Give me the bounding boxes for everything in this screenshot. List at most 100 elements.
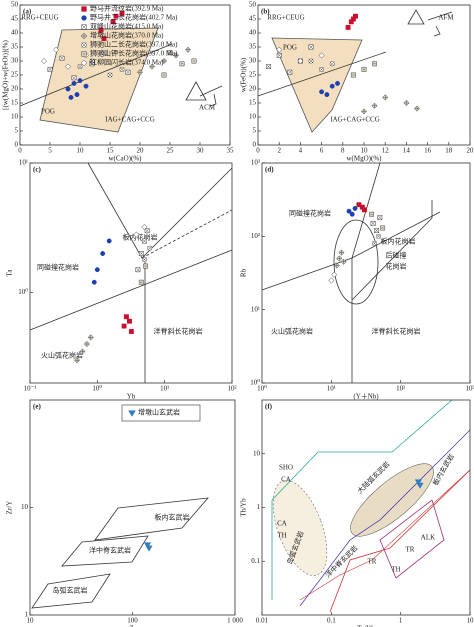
legend-marker — [128, 410, 136, 417]
x-tick-label: 0 — [256, 147, 260, 155]
y-tick-label: 10⁰ — [250, 379, 260, 387]
data-point — [141, 256, 147, 262]
y-axis-label: Rb — [240, 268, 248, 277]
data-point — [143, 542, 152, 549]
field-label: 板内花岗岩 — [381, 237, 416, 246]
field-label: POG — [283, 44, 297, 52]
field-label: 板内玄武岩 — [431, 452, 456, 487]
y-tick-label: 15 — [249, 99, 257, 107]
data-point — [319, 66, 325, 72]
data-point — [138, 279, 144, 285]
data-point — [297, 57, 304, 65]
data-point — [380, 225, 386, 231]
panel-label: (f) — [265, 403, 273, 411]
field-label: IAG+CAG+CCG — [330, 116, 380, 124]
y-tick-label: 30 — [249, 57, 257, 65]
data-point — [266, 64, 272, 70]
data-point — [356, 202, 362, 208]
data-point — [59, 55, 65, 61]
data-point — [376, 233, 382, 239]
field-label: 岛弧玄武岩 — [53, 586, 88, 595]
x-tick-label: 18 — [445, 147, 453, 155]
data-point — [361, 66, 367, 72]
data-point — [107, 72, 113, 78]
y-tick-label: 0.1 — [251, 557, 260, 565]
y-tick-label: 45 — [11, 15, 19, 23]
data-point — [125, 69, 131, 75]
data-point — [360, 108, 368, 115]
data-point — [338, 249, 345, 256]
y-tick-label: 10¹ — [251, 305, 260, 313]
data-point — [329, 61, 335, 67]
y-tick-label: 5 — [15, 127, 19, 135]
y-tick-label: 50 — [11, 1, 19, 9]
data-point — [89, 58, 95, 64]
y-axis-label: Ta — [6, 269, 14, 277]
data-point — [123, 314, 129, 320]
field-label: IAG+CAG+CCG — [105, 116, 155, 124]
x-tick-label: 10¹ — [327, 385, 336, 393]
data-point — [135, 267, 141, 273]
data-point — [179, 61, 185, 67]
field-label: TH — [391, 566, 400, 574]
data-point — [101, 50, 107, 56]
data-point — [145, 545, 153, 552]
data-point — [336, 255, 343, 262]
data-point — [414, 479, 423, 486]
field-label: 同碰撞花岗岩 — [37, 263, 79, 272]
data-point — [87, 334, 94, 341]
data-point — [141, 224, 148, 231]
x-tick-label: 20 — [137, 147, 145, 155]
x-tick-label: 10 — [77, 147, 85, 155]
y-tick-label: 40 — [11, 29, 19, 37]
legend-label: 野马井二长花岗岩(402.7 Ma) — [90, 13, 178, 22]
x-tick-label: 10 — [27, 617, 35, 625]
field-label: RRG+CEUG — [267, 14, 304, 22]
data-point — [119, 66, 125, 72]
field-label: POG — [41, 108, 55, 116]
data-point — [372, 240, 377, 246]
data-point — [161, 72, 167, 78]
data-point — [141, 238, 147, 244]
plot-frame — [29, 399, 236, 616]
data-point — [68, 94, 74, 100]
data-point — [382, 94, 389, 101]
y-tick-label: 10 — [11, 113, 19, 121]
x-tick-label: 10¹ — [160, 385, 169, 393]
x-axis-label: w(MgO)(%) — [347, 155, 383, 163]
data-point — [287, 69, 293, 75]
x-tick-label: 100 — [127, 617, 138, 625]
data-point — [353, 13, 358, 19]
y-tick-label: 25 — [249, 71, 257, 79]
data-point — [324, 92, 330, 98]
x-tick-label: 6 — [320, 147, 324, 155]
data-point — [100, 251, 106, 256]
x-tick-label: 35 — [227, 147, 235, 155]
data-point — [348, 19, 354, 25]
y-tick-label: 0 — [15, 141, 19, 149]
x-tick-label: 30 — [197, 147, 205, 155]
field-label: 洋中脊玄武岩 — [323, 543, 359, 579]
field-label: ALK — [421, 534, 435, 542]
data-point — [77, 78, 83, 84]
y-tick-label: 10³ — [251, 159, 260, 167]
y-tick-label: 20 — [11, 85, 19, 93]
y-tick-label: 10⁰ — [18, 288, 28, 296]
data-point — [98, 27, 104, 33]
x-tick-label: 1 — [399, 617, 403, 625]
data-point — [52, 46, 60, 53]
legend-label: 狮驰山钾长花岗岩(397.0 Ma) — [90, 49, 178, 58]
data-point — [331, 271, 338, 278]
field-label: TH — [277, 532, 286, 540]
data-point — [136, 69, 144, 76]
data-point — [333, 262, 340, 269]
panel-label: (a) — [23, 8, 32, 16]
field-label: 火山弧花岗岩 — [41, 351, 83, 360]
x-tick-label: 0.01 — [256, 617, 269, 625]
data-point — [172, 52, 180, 59]
data-point — [345, 24, 351, 30]
data-point — [138, 251, 144, 256]
y-tick-label: 10 — [249, 113, 257, 121]
data-point — [128, 329, 134, 334]
x-tick-label: 2 — [277, 147, 281, 155]
